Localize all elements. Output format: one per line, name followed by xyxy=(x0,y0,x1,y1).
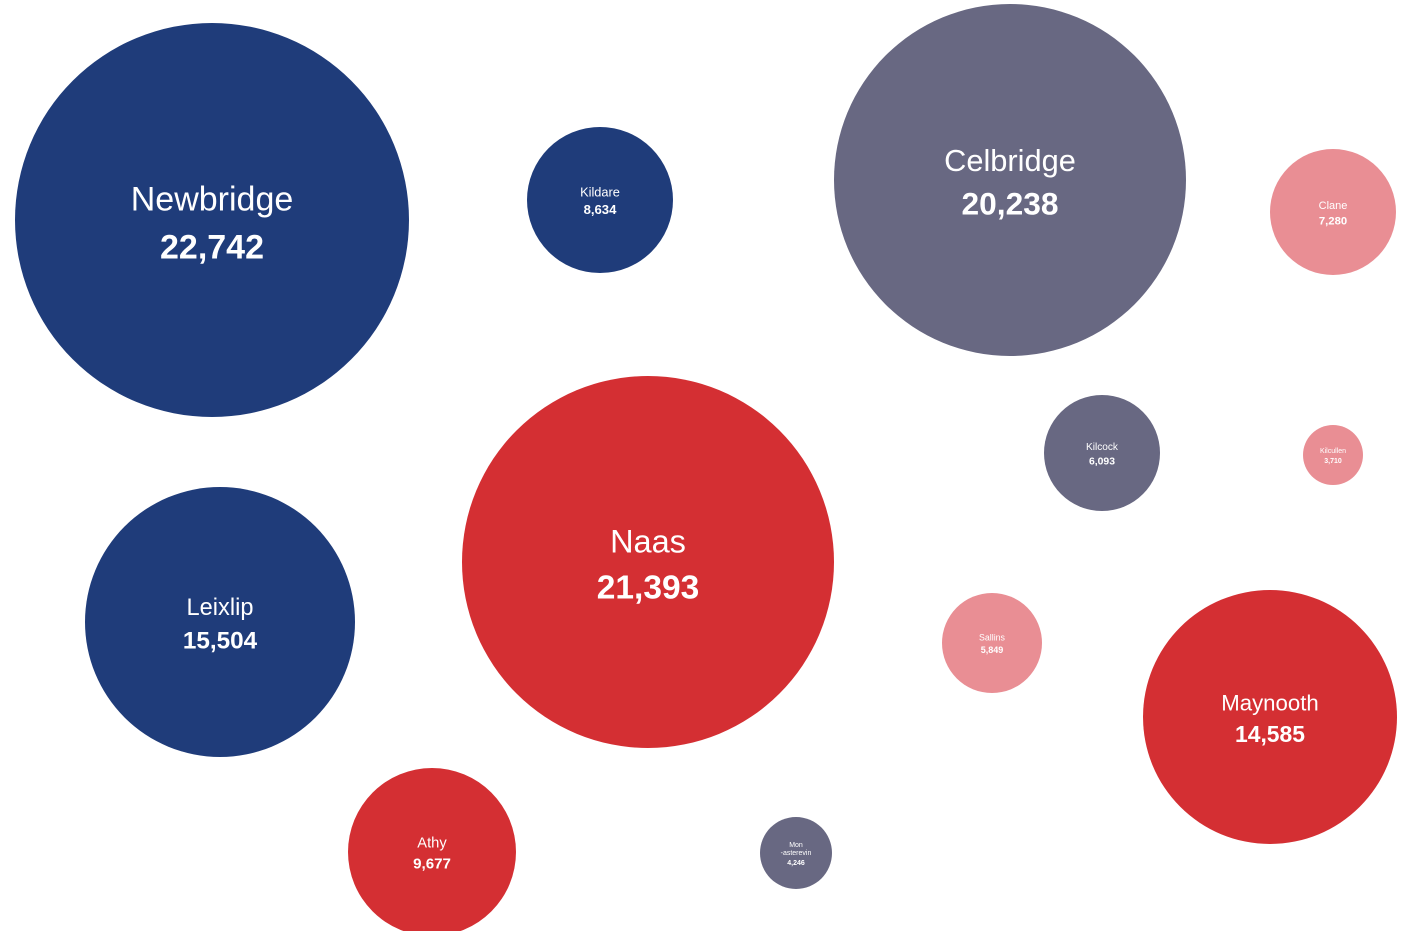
bubble-label-kilcullen: Kilcullen xyxy=(1320,448,1346,455)
bubble-value-kildare: 8,634 xyxy=(584,202,617,217)
bubble-monasterevin: Mon-asterevin 4,246 xyxy=(760,817,832,889)
bubble-circle-leixlip xyxy=(85,487,355,757)
bubble-value-newbridge: 22,742 xyxy=(160,228,264,266)
bubble-value-kilcullen: 3,710 xyxy=(1324,458,1342,465)
bubble-circle-monasterevin xyxy=(760,817,832,889)
bubble-value-sallins: 5,849 xyxy=(981,645,1004,655)
bubble-label-kilcock: Kilcock xyxy=(1086,442,1119,453)
bubble-maynooth: Maynooth 14,585 xyxy=(1143,590,1397,844)
bubble-circle-celbridge xyxy=(834,4,1186,356)
bubble-kilcullen: Kilcullen 3,710 xyxy=(1303,425,1363,485)
bubble-kildare: Kildare 8,634 xyxy=(527,127,673,273)
bubble-leixlip: Leixlip 15,504 xyxy=(85,487,355,757)
bubble-sallins: Sallins 5,849 xyxy=(942,593,1042,693)
bubble-label-sallins: Sallins xyxy=(979,632,1006,642)
bubble-naas: Naas 21,393 xyxy=(462,376,834,748)
bubble-celbridge: Celbridge 20,238 xyxy=(834,4,1186,356)
bubble-label-maynooth: Maynooth xyxy=(1221,691,1318,716)
bubble-label-monasterevin-0: Mon xyxy=(789,842,803,849)
bubble-circle-kilcock xyxy=(1044,395,1160,511)
bubble-newbridge: Newbridge 22,742 xyxy=(15,23,409,417)
bubble-label-naas: Naas xyxy=(610,523,686,559)
bubble-value-maynooth: 14,585 xyxy=(1235,721,1305,747)
bubble-circle-naas xyxy=(462,376,834,748)
bubble-label-newbridge: Newbridge xyxy=(131,181,294,219)
bubble-circle-clane xyxy=(1270,149,1396,275)
bubble-circle-kildare xyxy=(527,127,673,273)
bubble-circle-athy xyxy=(348,768,516,931)
bubble-circle-kilcullen xyxy=(1303,425,1363,485)
bubble-label-celbridge: Celbridge xyxy=(944,143,1076,178)
bubble-clane: Clane 7,280 xyxy=(1270,149,1396,275)
bubble-value-athy: 9,677 xyxy=(413,855,451,872)
bubble-value-clane: 7,280 xyxy=(1319,215,1347,227)
bubble-label-clane: Clane xyxy=(1319,200,1348,212)
bubble-athy: Athy 9,677 xyxy=(348,768,516,931)
bubble-label-leixlip: Leixlip xyxy=(187,595,254,621)
bubble-value-monasterevin: 4,246 xyxy=(787,860,805,867)
bubble-kilcock: Kilcock 6,093 xyxy=(1044,395,1160,511)
bubble-circle-sallins xyxy=(942,593,1042,693)
bubble-label-athy: Athy xyxy=(417,836,447,852)
bubble-label-monasterevin-1: -asterevin xyxy=(781,850,812,857)
bubble-value-celbridge: 20,238 xyxy=(962,185,1059,221)
bubble-circle-newbridge xyxy=(15,23,409,417)
bubble-value-leixlip: 15,504 xyxy=(183,627,258,654)
bubble-value-naas: 21,393 xyxy=(597,569,699,606)
bubble-circle-maynooth xyxy=(1143,590,1397,844)
bubble-label-kildare: Kildare xyxy=(580,184,620,199)
bubble-value-kilcock: 6,093 xyxy=(1089,456,1115,467)
